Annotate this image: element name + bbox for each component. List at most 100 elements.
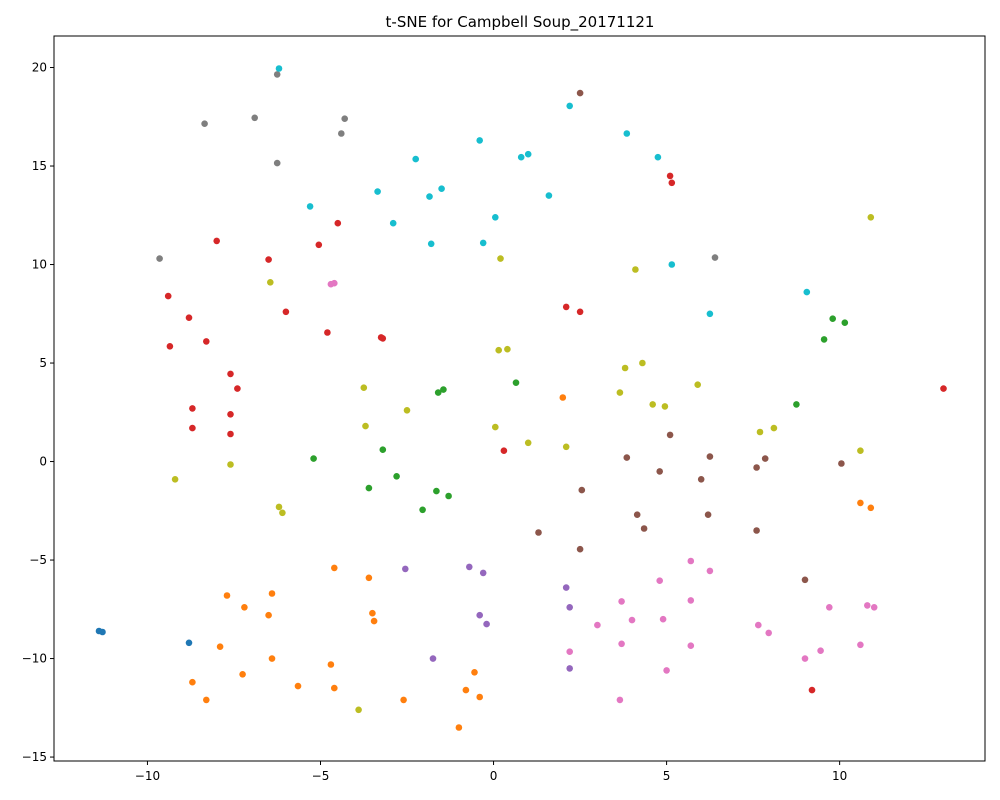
data-point-s5-9 xyxy=(578,486,586,494)
data-point-s6-9 xyxy=(870,604,878,611)
data-point-s2-6 xyxy=(512,379,520,387)
data-point-s4-1 xyxy=(466,563,473,571)
x-tick-label-1: −5 xyxy=(312,769,330,783)
data-point-s3-23 xyxy=(940,385,947,392)
data-point-s8-16 xyxy=(756,428,764,436)
data-point-s3-11 xyxy=(379,335,387,342)
data-point-s1-12 xyxy=(294,682,302,690)
data-point-s9-2 xyxy=(623,130,631,137)
data-point-s8-15 xyxy=(492,423,499,431)
data-point-s6-15 xyxy=(618,640,625,648)
data-point-s2-12 xyxy=(841,319,849,327)
data-point-s3-19 xyxy=(668,179,676,187)
data-point-s6-14 xyxy=(765,629,772,637)
data-point-s9-3 xyxy=(476,137,484,144)
data-point-s8-25 xyxy=(355,706,362,714)
data-point-s8-2 xyxy=(632,266,639,273)
data-point-s8-12 xyxy=(649,401,656,408)
data-point-s3-1 xyxy=(265,256,272,263)
data-point-s1-2 xyxy=(268,590,276,597)
data-point-s5-6 xyxy=(753,464,760,471)
data-point-s8-1 xyxy=(497,255,504,262)
data-point-s2-5 xyxy=(440,386,447,393)
data-point-s9-0 xyxy=(275,65,283,72)
data-point-s3-6 xyxy=(203,338,210,345)
y-tick-label-7: 20 xyxy=(32,61,47,75)
data-point-s1-3 xyxy=(265,611,272,619)
data-point-s9-4 xyxy=(654,153,662,161)
data-point-s8-3 xyxy=(267,279,274,286)
data-point-s9-13 xyxy=(389,219,397,227)
data-point-s2-10 xyxy=(820,336,828,343)
data-point-s9-6 xyxy=(524,150,532,158)
data-point-s1-14 xyxy=(327,661,335,668)
data-point-s5-15 xyxy=(576,545,584,553)
data-point-s8-6 xyxy=(621,364,629,372)
data-point-s2-8 xyxy=(445,492,452,500)
data-point-s4-3 xyxy=(476,611,484,619)
data-point-s9-17 xyxy=(668,261,676,268)
data-point-s6-13 xyxy=(755,621,762,629)
data-point-s6-10 xyxy=(594,621,601,629)
data-point-s3-13 xyxy=(234,385,241,392)
data-points xyxy=(95,65,947,731)
data-point-s4-6 xyxy=(562,584,570,591)
data-point-s3-2 xyxy=(315,241,323,249)
data-point-s8-8 xyxy=(360,384,368,392)
data-point-s8-13 xyxy=(661,403,669,410)
data-point-s1-15 xyxy=(331,684,338,692)
data-point-s9-5 xyxy=(517,153,525,161)
data-point-s8-21 xyxy=(227,461,234,468)
data-point-s8-10 xyxy=(694,381,701,389)
data-point-s9-15 xyxy=(427,240,435,248)
data-point-s5-13 xyxy=(753,527,760,534)
data-point-s7-7 xyxy=(711,254,719,261)
data-point-s4-8 xyxy=(566,665,573,672)
data-point-s6-20 xyxy=(801,655,809,662)
data-point-s2-11 xyxy=(829,315,836,323)
data-point-s1-7 xyxy=(370,617,378,625)
data-point-s5-7 xyxy=(761,455,769,462)
data-point-s8-19 xyxy=(562,443,570,451)
data-point-s9-9 xyxy=(374,188,381,195)
data-point-s2-9 xyxy=(419,506,426,514)
data-point-s1-4 xyxy=(331,564,338,572)
data-point-s8-11 xyxy=(403,407,411,414)
data-point-s6-1 xyxy=(331,279,338,287)
data-point-s5-12 xyxy=(704,511,712,518)
data-point-s8-24 xyxy=(279,509,286,517)
data-point-s3-18 xyxy=(666,172,674,180)
data-point-s9-10 xyxy=(426,193,433,200)
data-point-s7-2 xyxy=(251,114,258,122)
data-point-s3-22 xyxy=(500,447,508,455)
data-point-s7-4 xyxy=(338,130,345,137)
x-axis: −10 −5 0 5 10 xyxy=(135,761,847,783)
data-point-s8-7 xyxy=(639,359,646,367)
data-point-s4-5 xyxy=(429,655,437,662)
data-point-s6-16 xyxy=(687,642,695,649)
data-point-s3-17 xyxy=(227,430,234,438)
y-tick-label-6: 15 xyxy=(32,159,47,173)
data-point-s1-8 xyxy=(216,643,224,650)
data-point-s9-18 xyxy=(803,288,811,296)
data-point-s6-18 xyxy=(817,647,824,654)
data-point-s8-18 xyxy=(524,439,532,447)
data-point-s3-12 xyxy=(227,370,234,378)
data-point-s2-0 xyxy=(310,455,317,462)
data-point-s9-19 xyxy=(706,310,714,318)
data-point-s7-0 xyxy=(273,71,281,78)
data-point-s6-8 xyxy=(864,602,871,609)
data-point-s2-13 xyxy=(793,401,800,408)
data-point-s9-8 xyxy=(438,185,445,192)
data-point-s1-11 xyxy=(239,671,246,678)
data-point-s1-16 xyxy=(400,696,407,704)
y-axis: −15 −10 −5 0 5 10 15 20 xyxy=(22,61,54,764)
data-point-s6-2 xyxy=(687,557,695,565)
data-point-s6-17 xyxy=(566,648,573,655)
data-point-s1-23 xyxy=(867,504,875,512)
data-point-s8-20 xyxy=(857,447,864,455)
data-point-s1-10 xyxy=(189,678,196,686)
data-point-s3-8 xyxy=(282,308,290,316)
data-point-s4-0 xyxy=(402,565,409,573)
data-point-s7-3 xyxy=(341,115,349,122)
